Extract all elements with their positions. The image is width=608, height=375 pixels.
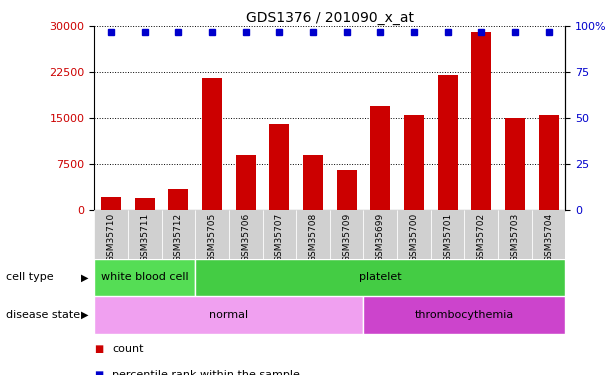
Text: GSM35707: GSM35707	[275, 212, 284, 262]
Bar	[296, 210, 330, 259]
Text: disease state: disease state	[6, 310, 80, 320]
Bar	[397, 210, 431, 259]
Text: cell type: cell type	[6, 273, 54, 282]
Text: GSM35700: GSM35700	[409, 212, 418, 262]
Title: GDS1376 / 201090_x_at: GDS1376 / 201090_x_at	[246, 11, 414, 25]
Text: normal: normal	[209, 310, 249, 320]
Text: white blood cell: white blood cell	[101, 273, 188, 282]
Bar	[465, 210, 498, 259]
Bar	[337, 170, 357, 210]
Bar	[269, 124, 289, 210]
Text: GSM35712: GSM35712	[174, 212, 183, 262]
Bar	[330, 210, 364, 259]
Bar	[263, 210, 296, 259]
Bar	[195, 210, 229, 259]
Bar	[94, 296, 364, 334]
Bar	[162, 210, 195, 259]
Text: GSM35709: GSM35709	[342, 212, 351, 262]
Bar	[94, 210, 128, 259]
Text: GSM35702: GSM35702	[477, 212, 486, 262]
Bar	[235, 155, 256, 210]
Text: ■: ■	[94, 370, 103, 375]
Text: count: count	[112, 344, 144, 354]
Text: GSM35706: GSM35706	[241, 212, 250, 262]
Text: ▶: ▶	[81, 273, 88, 282]
Bar	[128, 210, 162, 259]
Bar	[539, 115, 559, 210]
Bar	[370, 106, 390, 210]
Bar	[195, 259, 565, 296]
Bar	[229, 210, 263, 259]
Bar	[303, 155, 323, 210]
Text: ▶: ▶	[81, 310, 88, 320]
Text: thrombocythemia: thrombocythemia	[415, 310, 514, 320]
Bar	[404, 115, 424, 210]
Bar	[134, 198, 155, 210]
Bar	[364, 296, 565, 334]
Bar	[505, 118, 525, 210]
Bar	[364, 210, 397, 259]
Bar	[101, 196, 121, 210]
Text: GSM35701: GSM35701	[443, 212, 452, 262]
Text: GSM35703: GSM35703	[511, 212, 519, 262]
Text: GSM35710: GSM35710	[106, 212, 116, 262]
Bar	[471, 32, 491, 210]
Text: GSM35705: GSM35705	[207, 212, 216, 262]
Text: GSM35708: GSM35708	[308, 212, 317, 262]
Text: platelet: platelet	[359, 273, 402, 282]
Text: GSM35699: GSM35699	[376, 212, 385, 262]
Bar	[498, 210, 532, 259]
Bar	[431, 210, 465, 259]
Bar	[168, 189, 188, 210]
Bar	[532, 210, 565, 259]
Bar	[202, 78, 222, 210]
Text: percentile rank within the sample: percentile rank within the sample	[112, 370, 300, 375]
Bar	[438, 75, 458, 210]
Text: GSM35711: GSM35711	[140, 212, 149, 262]
Text: GSM35704: GSM35704	[544, 212, 553, 262]
Text: ■: ■	[94, 344, 103, 354]
Bar	[94, 259, 195, 296]
